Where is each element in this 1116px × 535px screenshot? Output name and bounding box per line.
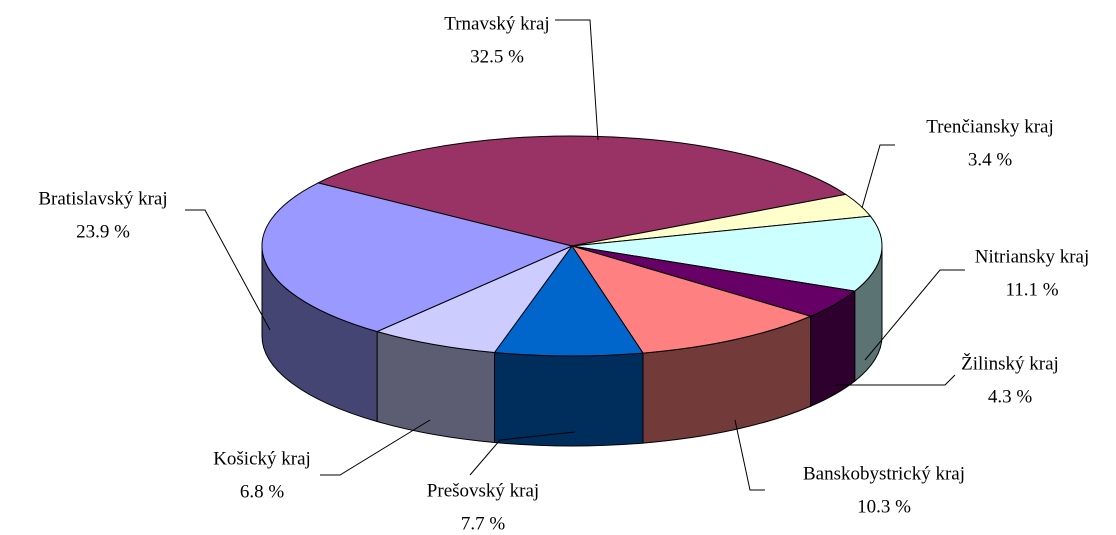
value-label: 4.3 % (988, 386, 1033, 407)
slice (261, 182, 574, 333)
leader-line (864, 269, 965, 361)
slice (570, 245, 813, 354)
slice-label: Trenčiansky kraj (926, 116, 1054, 137)
value-label: 10.3 % (857, 496, 911, 517)
slice-label: Banskobystrický kraj (803, 463, 965, 484)
value-label: 11.1 % (1005, 279, 1058, 300)
slice-label: Trnavský kraj (444, 13, 549, 34)
slice-label: Nitriansky kraj (975, 246, 1090, 267)
leader-line (555, 19, 599, 141)
value-label: 23.9 % (76, 221, 130, 242)
leader-line (185, 209, 271, 331)
value-label: 6.8 % (240, 481, 285, 502)
slice (571, 215, 883, 292)
leader-line (861, 144, 895, 209)
slice-label: Prešovský kraj (427, 480, 539, 501)
value-label: 32.5 % (470, 46, 524, 67)
value-label: 7.7 % (461, 513, 506, 534)
leader-line (320, 419, 431, 476)
leader-line (835, 374, 956, 386)
leader-line (734, 419, 765, 491)
slice-label: Košický kraj (213, 448, 311, 469)
slice-side (493, 351, 644, 447)
value-label: 3.4 % (968, 149, 1013, 170)
slice-label: Bratislavský kraj (38, 188, 167, 209)
slice (493, 245, 644, 357)
slice (316, 135, 848, 247)
slice-label: Žilinský kraj (961, 352, 1059, 374)
slice (375, 244, 574, 354)
leader-line (469, 431, 576, 476)
